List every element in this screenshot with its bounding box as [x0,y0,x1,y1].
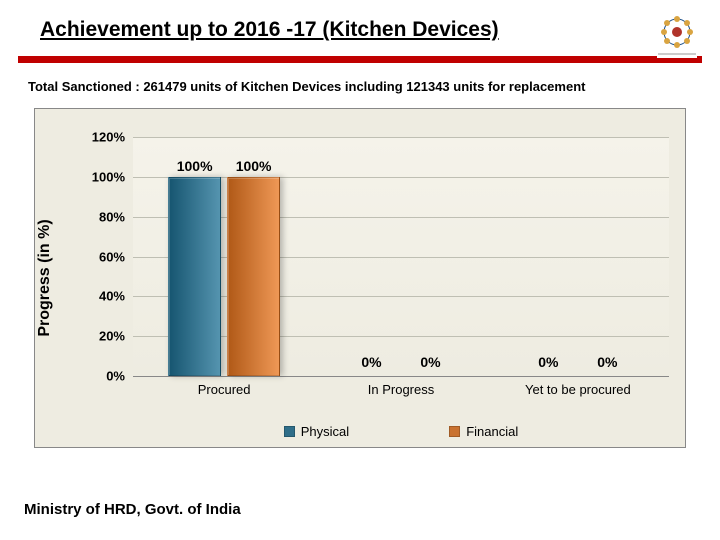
slide-header: Achievement up to 2016 -17 (Kitchen Devi… [0,0,720,50]
legend-item: Physical [284,424,349,439]
bar-value-label: 100% [177,158,213,174]
footer-text: Ministry of HRD, Govt. of India [24,501,241,518]
legend-label: Financial [466,424,518,439]
y-tick-label: 60% [99,249,125,264]
legend-swatch-icon [284,426,295,437]
y-tick-label: 40% [99,289,125,304]
x-tick-label: Yet to be procured [525,382,631,397]
bar-physical: 100% [168,177,222,376]
chart-legend: Physical Financial [133,424,669,439]
header-rule [18,56,702,63]
subtitle-text: Total Sanctioned : 261479 units of Kitch… [0,63,720,104]
y-tick-label: 0% [106,369,125,384]
grid-line [133,137,669,138]
page-title: Achievement up to 2016 -17 (Kitchen Devi… [40,18,700,42]
bar-value-label: 0% [538,354,558,370]
emblem-logo-icon [652,12,702,62]
bar-value-label: 0% [420,354,440,370]
chart-container: Progress (in %) 0% 20% 40% 60% 80% 100% 120% 10… [34,108,686,448]
legend-label: Physical [301,424,349,439]
y-tick-label: 80% [99,209,125,224]
bar-value-label: 0% [597,354,617,370]
bar-value-label: 100% [236,158,272,174]
y-axis-label: Progress (in %) [36,219,54,336]
y-tick-label: 100% [92,169,125,184]
legend-item: Financial [449,424,518,439]
x-tick-label: Procured [198,382,251,397]
x-tick-label: In Progress [368,382,434,397]
bar-value-label: 0% [361,354,381,370]
bar-financial: 100% [227,177,281,376]
legend-swatch-icon [449,426,460,437]
plot-area: 0%20%40%60%80%100%120%100%100%Procured0%… [133,137,669,377]
y-tick-label: 20% [99,329,125,344]
y-tick-label: 120% [92,130,125,145]
